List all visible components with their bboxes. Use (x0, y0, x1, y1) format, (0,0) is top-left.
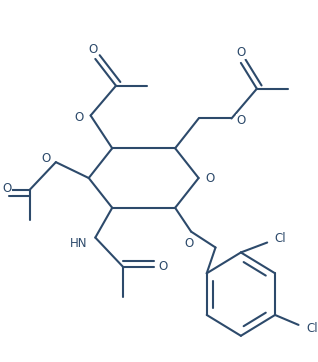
Text: Cl: Cl (275, 232, 286, 245)
Text: O: O (236, 46, 245, 59)
Text: O: O (89, 42, 98, 55)
Text: O: O (158, 260, 168, 273)
Text: O: O (3, 182, 12, 195)
Text: O: O (75, 111, 84, 124)
Text: O: O (236, 114, 245, 127)
Text: O: O (205, 172, 215, 185)
Text: O: O (42, 152, 51, 165)
Text: Cl: Cl (306, 322, 318, 335)
Text: O: O (185, 237, 194, 250)
Text: HN: HN (70, 237, 88, 250)
